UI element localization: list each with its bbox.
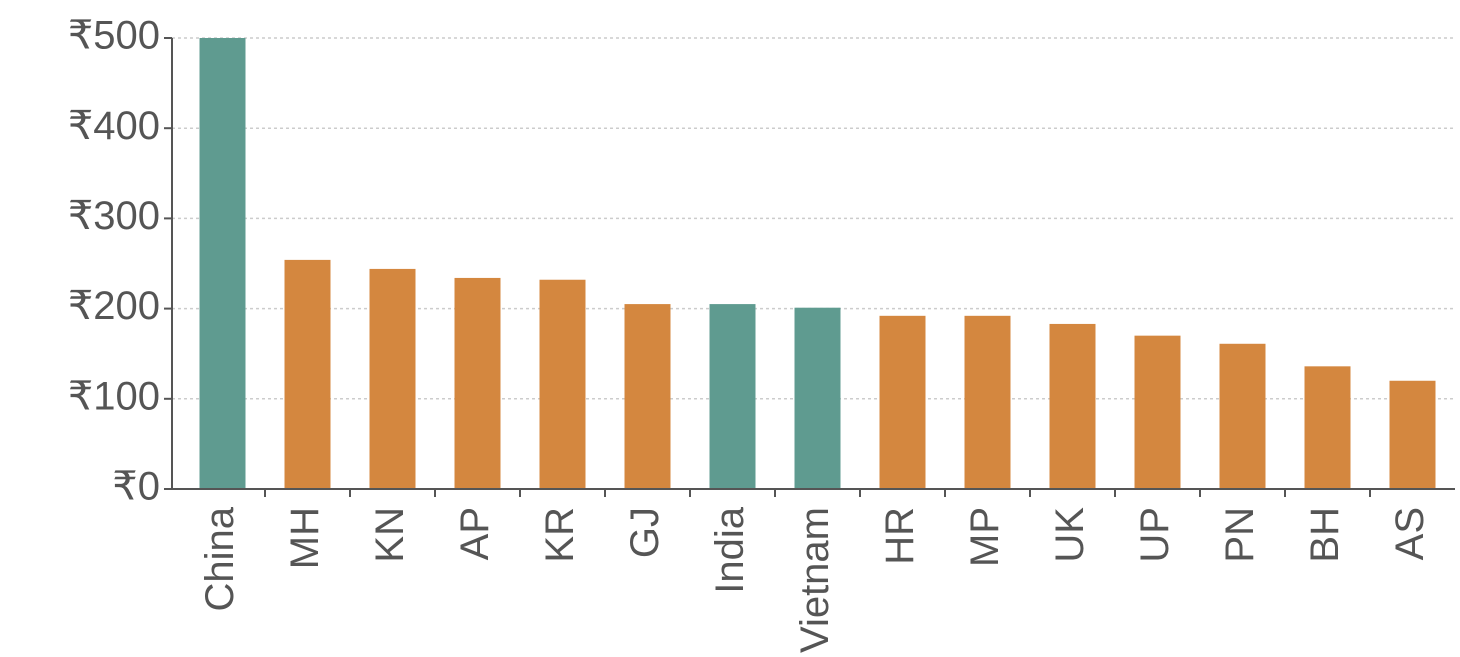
bar (879, 315, 926, 489)
x-tick-label: KN (368, 507, 412, 563)
y-tick-label: ₹200 (68, 284, 160, 328)
y-tick-label: ₹400 (68, 104, 160, 148)
x-tick-label: KR (538, 507, 582, 563)
bar (1134, 335, 1181, 489)
bar (1304, 366, 1351, 489)
x-tick-label: AP (453, 507, 497, 560)
bar (964, 315, 1011, 489)
bar (1049, 323, 1096, 489)
x-tick-label: GJ (623, 507, 667, 558)
bar (369, 268, 416, 489)
y-tick-label: ₹300 (68, 194, 160, 238)
bar (539, 279, 586, 489)
x-tick-label: AS (1388, 507, 1432, 560)
y-tick-label: ₹0 (112, 465, 160, 509)
x-tick-label: BH (1303, 507, 1347, 563)
x-tick-label: HR (878, 507, 922, 565)
y-tick-label: ₹500 (68, 14, 160, 58)
bar (1219, 343, 1266, 489)
bar (709, 304, 756, 489)
bar (199, 38, 246, 489)
bar (1389, 380, 1436, 489)
x-tick-label: India (708, 506, 752, 593)
bar (794, 307, 841, 489)
x-tick-label: China (198, 506, 242, 611)
x-tick-label: Vietnam (793, 507, 837, 653)
bar (284, 259, 331, 489)
x-tick-label: MP (963, 507, 1007, 567)
x-tick-label: UK (1048, 507, 1092, 563)
x-tick-label: UP (1133, 507, 1177, 563)
bar (624, 304, 671, 489)
bar (454, 277, 501, 489)
y-tick-label: ₹100 (68, 374, 160, 418)
x-tick-label: PN (1218, 507, 1262, 563)
x-tick-label: MH (283, 507, 327, 569)
